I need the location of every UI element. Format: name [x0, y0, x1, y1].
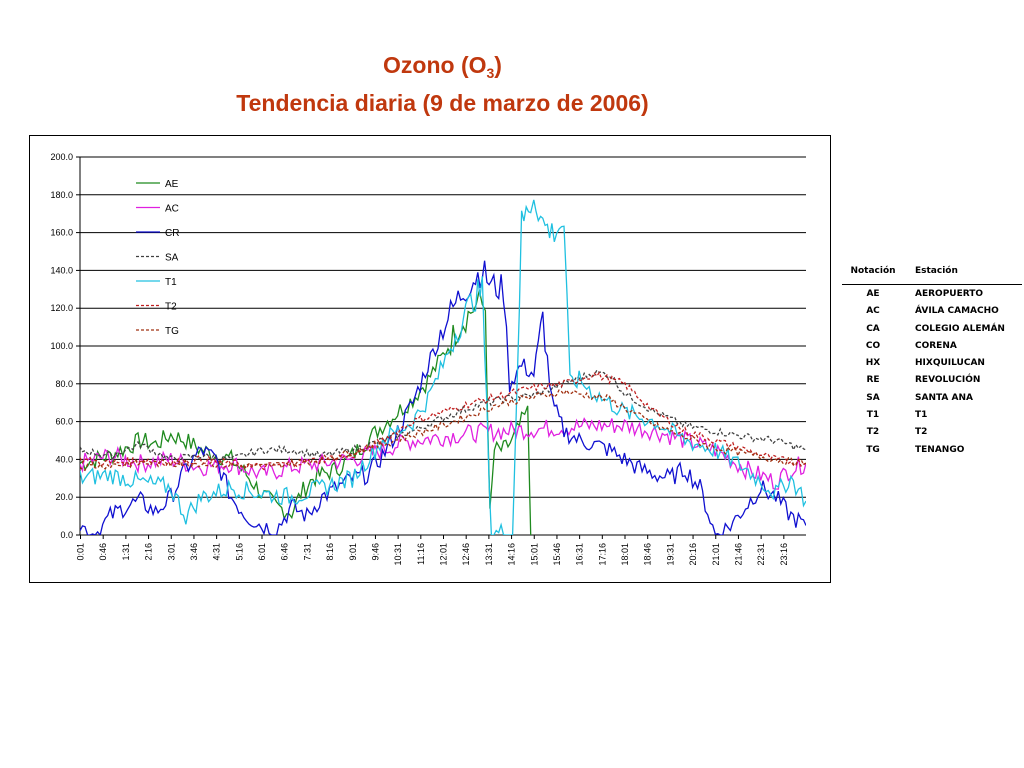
station-name: CORENA — [915, 340, 957, 351]
x-tick-label: 0:01 — [76, 543, 86, 561]
legend-label-tg: TG — [165, 326, 179, 337]
x-tick-label: 16:31 — [575, 543, 585, 566]
x-tick-label: 22:31 — [756, 543, 766, 566]
station-table-row: AC ÁVILA CAMACHO — [842, 306, 1022, 323]
x-tick-label: 21:46 — [733, 543, 743, 566]
station-table-body: AE AEROPUERTO AC ÁVILA CAMACHO CA COLEGIO ALE… — [842, 289, 1022, 462]
x-tick-label: 20:16 — [688, 543, 698, 566]
x-tick-label: 12:01 — [439, 543, 449, 566]
x-tick-label: 21:01 — [711, 543, 721, 566]
legend-label-ae: AE — [165, 179, 179, 190]
station-name: ÁVILA CAMACHO — [915, 306, 999, 317]
x-tick-label: 19:31 — [665, 543, 675, 566]
x-tick-label: 10:31 — [393, 543, 403, 566]
chart-title: Ozono (O3) Tendencia diaria (9 de marzo … — [0, 50, 885, 118]
y-tick-label: 60.0 — [55, 417, 73, 427]
station-table-row: T2 T2 — [842, 427, 1022, 444]
y-tick-label: 0.0 — [60, 530, 73, 540]
x-tick-label: 6:46 — [280, 543, 290, 561]
x-tick-label: 12:46 — [461, 543, 471, 566]
y-tick-label: 120.0 — [50, 303, 73, 313]
notation-header: Notación — [850, 266, 896, 276]
station-table-row: RE REVOLUCIÓN — [842, 375, 1022, 392]
station-table-row: SA SANTA ANA — [842, 393, 1022, 410]
x-tick-label: 6:01 — [257, 543, 267, 561]
station-name: AEROPUERTO — [915, 289, 984, 299]
station-table: Notación Estación AE AEROPUERTO AC ÁVILA CA… — [842, 266, 1022, 462]
series-line-sa — [80, 369, 806, 463]
station-notation: RE — [866, 375, 880, 386]
title-subscript: 3 — [486, 65, 495, 81]
station-notation: CA — [866, 323, 880, 334]
station-table-row: CO CORENA — [842, 341, 1022, 358]
x-tick-label: 13:31 — [484, 543, 494, 566]
series-line-tg — [80, 388, 806, 472]
station-notation: SA — [866, 392, 880, 403]
station-notation: AC — [866, 306, 880, 317]
y-tick-label: 20.0 — [55, 492, 73, 502]
station-name: HIXQUILUCAN — [915, 358, 985, 369]
station-notation: T1 — [866, 410, 880, 421]
chart-title-line2: Tendencia diaria (9 de marzo de 2006) — [236, 90, 649, 116]
legend-label-ac: AC — [165, 204, 179, 215]
x-tick-label: 23:16 — [779, 543, 789, 566]
station-name: COLEGIO ALEMÁN — [915, 323, 1005, 334]
x-tick-label: 18:46 — [643, 543, 653, 566]
x-tick-label: 9:01 — [348, 543, 358, 561]
x-tick-label: 9:46 — [370, 543, 380, 561]
station-table-row: HX HIXQUILUCAN — [842, 358, 1022, 375]
x-tick-label: 17:16 — [597, 543, 607, 566]
y-tick-label: 40.0 — [55, 454, 73, 464]
station-name: T2 — [915, 427, 928, 438]
x-tick-label: 15:01 — [529, 543, 539, 566]
x-tick-label: 11:16 — [416, 543, 426, 565]
x-tick-label: 1:31 — [121, 543, 131, 561]
x-tick-label: 4:31 — [212, 543, 222, 561]
legend-label-sa: SA — [165, 253, 179, 264]
station-name: TENANGO — [915, 444, 965, 455]
station-header: Estación — [915, 266, 958, 276]
station-notation: T2 — [866, 427, 880, 438]
station-name: T1 — [915, 410, 928, 421]
title-prefix: Ozono (O — [383, 52, 487, 78]
station-table-row: TG TENANGO — [842, 445, 1022, 462]
legend-label-t1: T1 — [165, 277, 177, 288]
y-tick-label: 160.0 — [50, 228, 73, 238]
station-notation: AE — [866, 289, 880, 299]
x-tick-label: 0:46 — [98, 543, 108, 561]
station-table-row: T1 T1 — [842, 410, 1022, 427]
x-tick-label: 7:31 — [302, 543, 312, 561]
y-tick-label: 80.0 — [55, 379, 73, 389]
station-table-row: CA COLEGIO ALEMÁN — [842, 324, 1022, 341]
x-tick-label: 5:16 — [234, 543, 244, 561]
title-suffix: ) — [494, 52, 502, 78]
station-notation: TG — [866, 444, 880, 455]
station-notation: HX — [865, 358, 881, 369]
x-tick-label: 3:46 — [189, 543, 199, 561]
series-line-cr — [80, 260, 806, 535]
x-tick-label: 3:01 — [166, 543, 176, 561]
station-notation: CO — [865, 340, 881, 351]
series-line-ae — [80, 290, 532, 535]
chart-title-line1: Ozono (O3) — [0, 50, 885, 88]
y-tick-label: 140.0 — [50, 265, 73, 275]
station-table-header: Notación Estación — [842, 266, 1022, 285]
y-tick-label: 100.0 — [50, 341, 73, 351]
series-line-ac — [80, 417, 806, 490]
legend-label-cr: CR — [165, 228, 179, 239]
station-name: REVOLUCIÓN — [915, 375, 981, 386]
y-tick-label: 180.0 — [50, 190, 73, 200]
y-tick-label: 200.0 — [50, 152, 73, 162]
x-tick-label: 2:16 — [144, 543, 154, 561]
series-line-t1 — [80, 199, 806, 535]
x-tick-label: 18:01 — [620, 543, 630, 566]
series-line-t2 — [80, 371, 806, 471]
legend-label-t2: T2 — [165, 302, 177, 313]
x-tick-label: 14:16 — [507, 543, 517, 566]
station-name: SANTA ANA — [915, 392, 973, 403]
x-tick-label: 8:16 — [325, 543, 335, 561]
station-table-row: AE AEROPUERTO — [842, 289, 1022, 306]
x-tick-label: 15:46 — [552, 543, 562, 566]
